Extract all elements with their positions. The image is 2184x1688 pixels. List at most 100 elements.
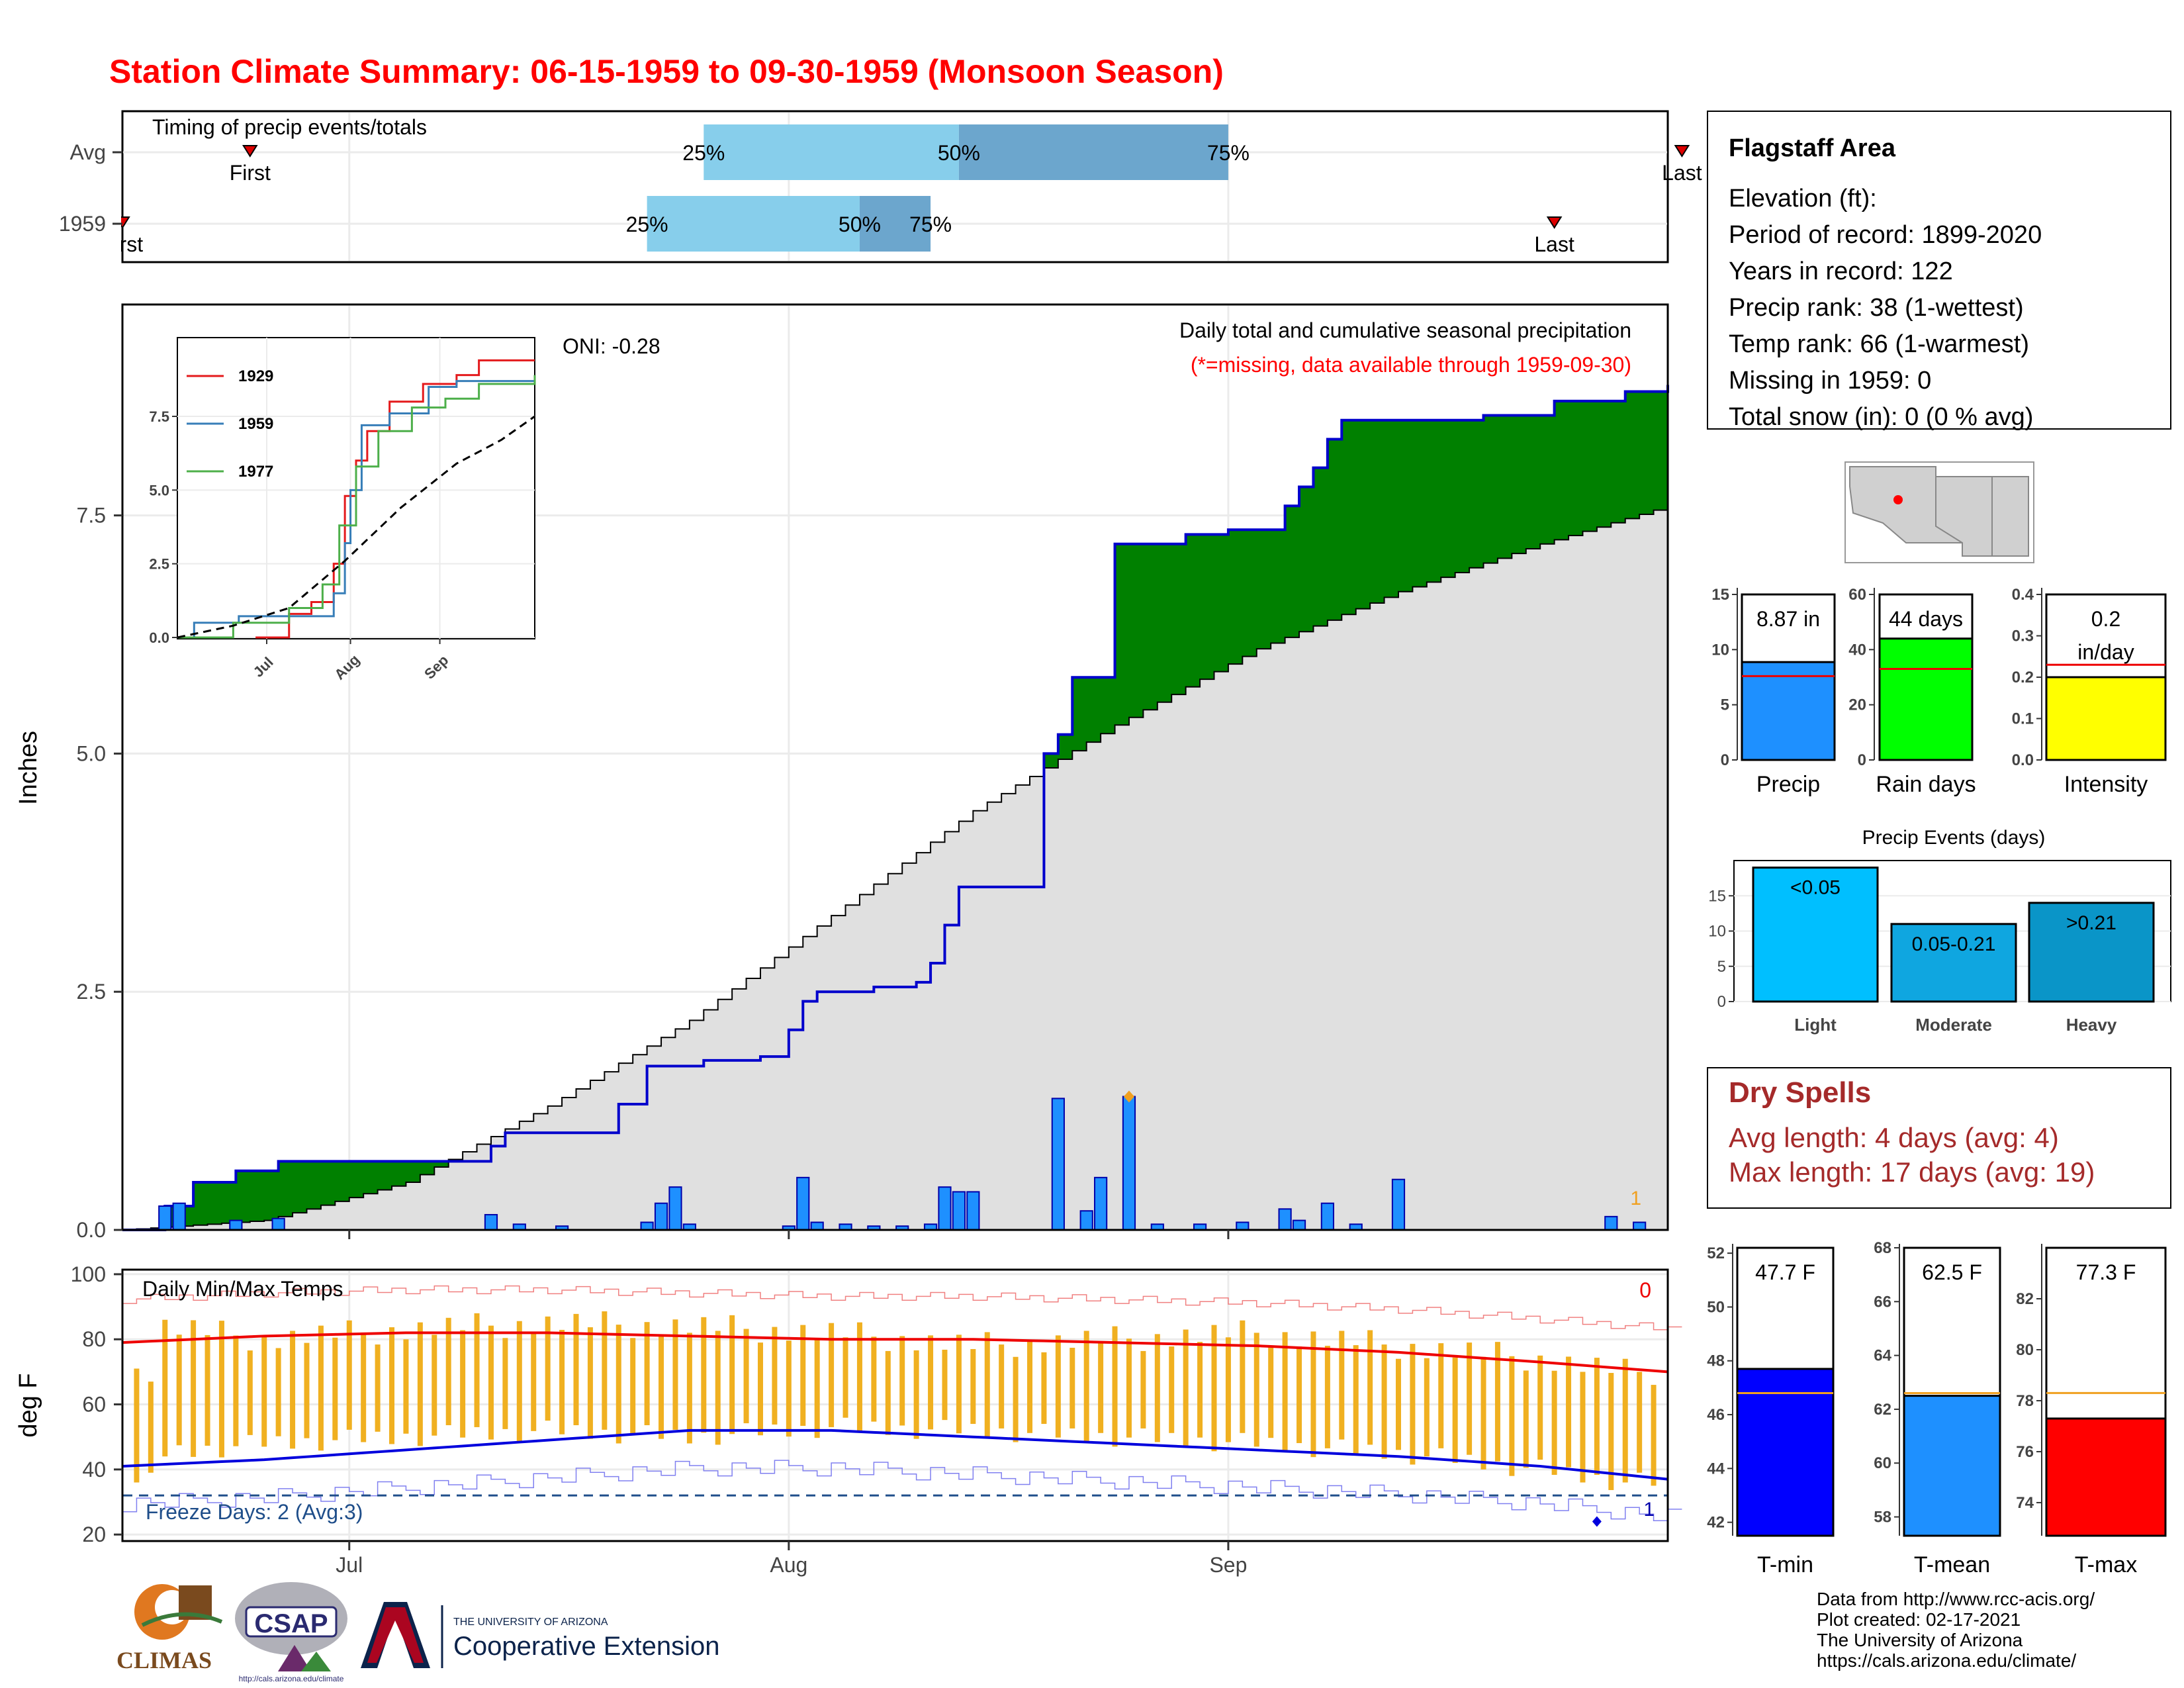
ua-big-text: Cooperative Extension: [453, 1632, 719, 1661]
csap-logo: CSAP http://cals.arizona.edu/climate: [235, 1582, 347, 1683]
daily-temp-range-bar: [1140, 1350, 1146, 1429]
daily-temp-range-bar: [1083, 1331, 1089, 1442]
summary-bar-fill: [2045, 676, 2167, 761]
daily-precip-bar: [1051, 1098, 1065, 1231]
credits: Data from http://www.rcc-acis.org/Plot c…: [1817, 1589, 2095, 1671]
daily-temp-range-bar: [559, 1329, 565, 1434]
events-ytick-label: 5: [1717, 958, 1726, 976]
daily-temp-range-bar: [134, 1368, 140, 1483]
timing-q25-q50: [647, 196, 860, 252]
temp-ytick-label: 40: [82, 1458, 106, 1481]
summary-bar-fill: [1741, 661, 1836, 761]
temperature-summary-bars: 42 44 46 48 50 52 47.7 F T-min 58 60 62 64 66 68 62.5 …: [1707, 1239, 2167, 1577]
min-temp-marker: [1592, 1516, 1602, 1527]
summary-tick-label: 0.4: [2012, 586, 2034, 604]
daily-temp-range-bar: [1353, 1345, 1359, 1454]
daily-temp-range-bar: [1480, 1356, 1486, 1470]
summary-tick-label: 20: [1848, 696, 1866, 714]
daily-precip-bar: [796, 1176, 810, 1231]
daily-temp-range-bar: [602, 1311, 608, 1430]
daily-temp-range-bar: [1395, 1358, 1401, 1450]
daily-temp-range-bar: [1637, 1372, 1643, 1473]
daily-temp-range-bar: [999, 1344, 1005, 1429]
record-max-line: [122, 1285, 1682, 1331]
daily-precip-bar: [1320, 1202, 1334, 1231]
timing-title: Timing of precip events/totals: [152, 115, 427, 139]
daily-temp-range-bar: [417, 1322, 423, 1446]
daily-temp-range-bar: [1041, 1352, 1047, 1425]
cumulative-1959-line: [122, 385, 1669, 1231]
temp-ylabel: deg F: [15, 1373, 42, 1437]
daily-temp-range-bar: [1424, 1358, 1430, 1457]
summary-tick-label: 0: [1858, 751, 1866, 769]
daily-temp-range-bar: [361, 1332, 367, 1442]
daily-precip-bar: [484, 1213, 498, 1231]
daily-precip-bar: [1278, 1208, 1292, 1231]
timing-last-marker: [1546, 216, 1563, 229]
daily-temp-range-bar: [1069, 1348, 1075, 1429]
daily-temp-range-bar: [516, 1321, 522, 1442]
daily-temp-range-bar: [1240, 1320, 1246, 1433]
daily-temp-range-bar: [233, 1335, 239, 1446]
csap-url: http://cals.arizona.edu/climate: [239, 1674, 344, 1683]
temp-ytick-label: 20: [82, 1523, 106, 1546]
daily-temp-range-bar: [928, 1335, 934, 1430]
temp-ytick-label: 60: [82, 1393, 106, 1417]
summary-bar-Intensity: 0.0 0.1 0.2 0.3 0.4 0.2 in/day Intensity: [2012, 586, 2167, 797]
dry-spells-box: Dry Spells Avg length: 4 days (avg: 4) M…: [1707, 1067, 2171, 1209]
daily-temp-range-bar: [474, 1313, 480, 1427]
summary-bar-value: 0.2: [2091, 607, 2120, 631]
page-title: Station Climate Summary: 06-15-1959 to 0…: [109, 53, 1224, 90]
temp-summary-fill: [2045, 1417, 2167, 1537]
temp-summary-tick-label: 52: [1707, 1244, 1725, 1262]
ua-small-text: THE UNIVERSITY OF ARIZONA: [453, 1617, 608, 1628]
daily-temp-range-bar: [445, 1317, 451, 1426]
summary-bar-Rain days: 0 20 40 60 44 days Rain days: [1848, 586, 1976, 797]
event-bar-value: >0.21: [2066, 912, 2116, 934]
daily-temp-range-bar: [1055, 1335, 1061, 1438]
temp-summary-tick-label: 78: [2016, 1392, 2034, 1410]
daily-temp-range-bar: [885, 1350, 891, 1435]
temp-summary-tick-label: 66: [1874, 1293, 1891, 1311]
daily-temp-range-bar: [261, 1336, 267, 1447]
daily-temp-range-bar: [460, 1330, 466, 1438]
daily-temp-range-bar: [644, 1322, 650, 1426]
summary-tick-label: 5: [1721, 696, 1729, 714]
daily-temp-range-bar: [1027, 1340, 1033, 1433]
inset-ytick-label: 0.0: [149, 630, 169, 646]
daily-temp-range-bar: [502, 1338, 508, 1429]
daily-precip-bar: [1079, 1210, 1093, 1231]
daily-temp-range-bar: [488, 1325, 494, 1440]
inset-series-line: [177, 415, 535, 639]
xtick-label: Sep: [1209, 1553, 1247, 1577]
daily-precip-bar: [1122, 1096, 1136, 1231]
temp-summary-tick-label: 62: [1874, 1401, 1891, 1419]
daily-precip-bar: [640, 1221, 654, 1231]
daily-temp-range-bar: [856, 1322, 862, 1431]
event-bar-label: Light: [1794, 1015, 1837, 1035]
inset-ytick-label: 2.5: [149, 556, 169, 573]
summary-tick-label: 60: [1848, 586, 1866, 604]
events-ytick-label: 15: [1708, 887, 1726, 905]
timing-q50-q75: [958, 124, 1228, 180]
summary-tick-label: 0.2: [2012, 669, 2034, 686]
dry-spells-avg: Avg length: 4 days (avg: 4): [1729, 1122, 2059, 1153]
daily-precip-bar: [1094, 1176, 1108, 1231]
temp-summary-label: T-mean: [1914, 1552, 1990, 1577]
daily-temp-range-bar: [942, 1349, 948, 1421]
daily-temp-range-bar: [970, 1348, 976, 1425]
daily-precip-bar: [654, 1202, 668, 1231]
temp-ytick-label: 100: [71, 1262, 106, 1286]
temp-summary-label: T-max: [2075, 1552, 2137, 1577]
timing-q75-label: 75%: [1207, 141, 1250, 165]
daily-temp-range-bar: [176, 1335, 182, 1446]
credit-line: The University of Arizona: [1817, 1630, 2023, 1650]
temp-summary-tick-label: 42: [1707, 1514, 1725, 1532]
temp-summary-tick-label: 74: [2016, 1494, 2034, 1512]
daily-temp-range-bar: [715, 1331, 721, 1445]
daily-temp-range-bar: [1523, 1370, 1529, 1468]
temp-summary-fill: [1903, 1395, 2001, 1537]
temp-summary-tick-label: 50: [1707, 1298, 1725, 1316]
daily-temp-range-bar: [1112, 1326, 1118, 1447]
